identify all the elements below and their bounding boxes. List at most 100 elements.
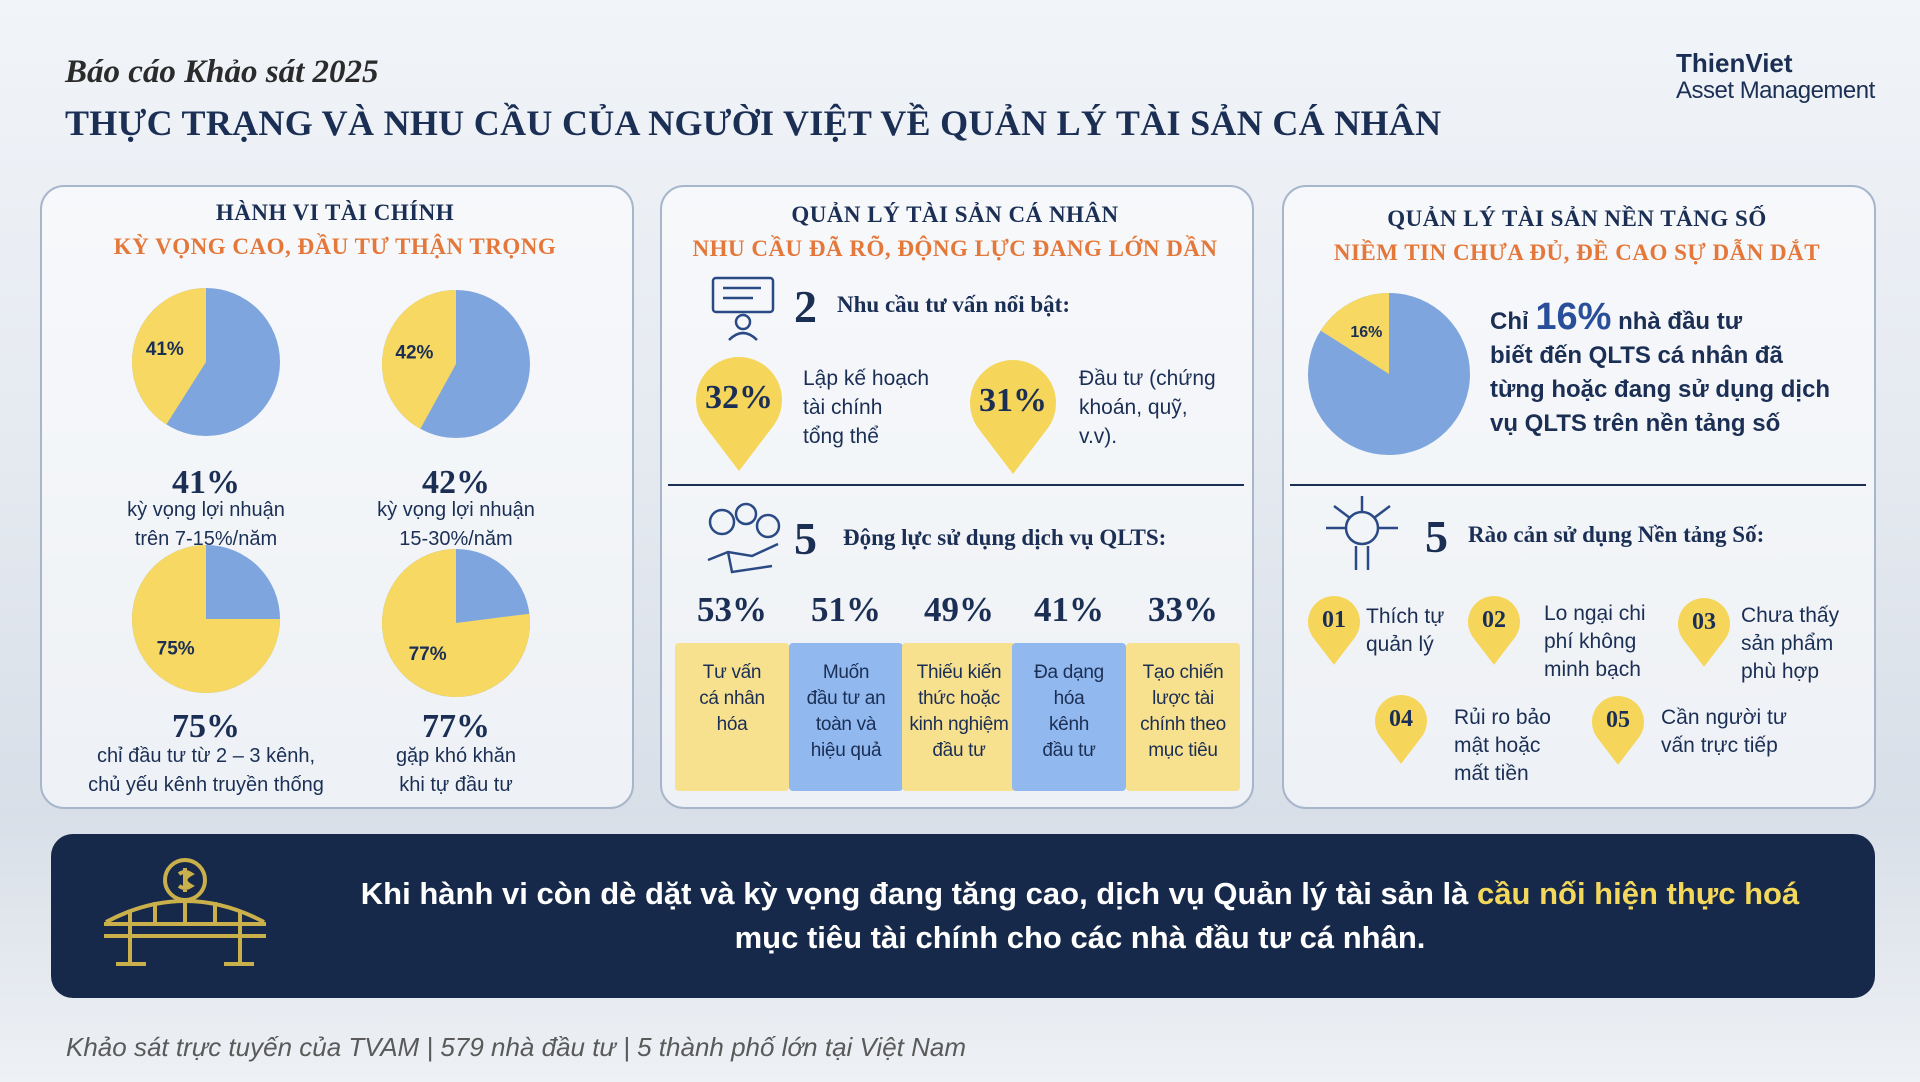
pin-shape [696, 357, 782, 471]
report-subtitle: Báo cáo Khảo sát 2025 [65, 54, 379, 90]
statement-value: 16% [1535, 296, 1612, 338]
statement: Chỉ 16% nhà đầu tư biết đến QLTS cá nhân… [1490, 298, 1860, 441]
driver-card [1126, 643, 1240, 791]
pie-slice [381, 290, 456, 429]
driver-text: Thiếu kiến thức hoặc kinh nghiệm đầu tư [909, 662, 1009, 761]
pin-marker [1678, 598, 1730, 667]
brand-line: Asset Management [1676, 77, 1875, 104]
pie-label: 16% [1350, 324, 1382, 341]
driver-text: Muốn đầu tư an toàn và hiệu quả [806, 662, 886, 761]
need-value: 31% [979, 381, 1047, 419]
pie-label: 75% [157, 638, 195, 659]
pie-slice [1320, 293, 1389, 374]
driver-text: Tư vấn cá nhân hóa [699, 662, 765, 735]
pie-chart: 77% [382, 549, 530, 697]
pie-value: 75% [172, 708, 240, 745]
barrier-number: 01 [1322, 607, 1346, 634]
pie-caption: chỉ đầu tư từ 2 – 3 kênh, chủ yếu kênh t… [88, 745, 324, 796]
pin-shape [1592, 696, 1644, 765]
pie-label: 41% [146, 339, 184, 360]
panel-title: QUẢN LÝ TÀI SẢN CÁ NHÂN [791, 202, 1119, 227]
pie-chart: 41% [131, 288, 280, 436]
advice-icon [711, 276, 775, 341]
driver-card [902, 643, 1016, 791]
barrier-icon [1326, 496, 1398, 570]
pie-chart: 42% [381, 290, 530, 438]
pin-marker [1468, 596, 1520, 665]
statement-end: nhà đầu tư biết đến QLTS cá nhân đã từng… [1490, 308, 1831, 437]
panel-subtitle: NHU CẦU ĐÃ RÕ, ĐỘNG LỰC ĐANG LỚN DẦN [692, 236, 1218, 261]
pie-slice [131, 288, 206, 425]
barrier-text: Chưa thấy sản phẩm phù hợp [1741, 604, 1840, 683]
pin-shape [970, 360, 1056, 474]
panel-behavior [40, 185, 634, 809]
barrier-number: 02 [1482, 607, 1506, 634]
driver-value: 53% [697, 590, 767, 629]
pie-caption: kỳ vọng lợi nhuận 15-30%/năm [377, 499, 535, 550]
barrier-text: Cần người tư vấn trực tiếp [1661, 706, 1787, 757]
divider [1290, 484, 1866, 486]
driver-text: Đa dạng hóa kênh đầu tư [1034, 662, 1104, 761]
banner [51, 834, 1875, 998]
section-heading: Rào cản sử dụng Nền tảng Số: [1468, 522, 1765, 547]
pin-shape [1375, 695, 1427, 764]
pin-marker [1592, 696, 1644, 765]
need-text: Lập kế hoạch tài chính tổng thể [803, 367, 930, 448]
bridge-icon [104, 858, 266, 966]
pie-value: 41% [172, 464, 240, 501]
driver-value: 33% [1148, 590, 1218, 629]
pie-slice [132, 545, 280, 693]
divider [668, 484, 1244, 486]
pin-shape [1308, 596, 1360, 665]
section-heading: Động lực sử dụng dịch vụ QLTS: [843, 525, 1167, 550]
pin-marker [696, 357, 782, 471]
section-count: 2 [794, 281, 817, 332]
panel-title: HÀNH VI TÀI CHÍNH [215, 200, 455, 225]
section-count: 5 [794, 513, 817, 564]
pie-label: 42% [395, 342, 433, 363]
pin-marker [1375, 695, 1427, 764]
pie-chart: 16% [1308, 293, 1470, 455]
pin-shape [1468, 596, 1520, 665]
driver-value: 51% [811, 590, 881, 629]
section-count: 5 [1425, 511, 1448, 562]
pin-shape [1678, 598, 1730, 667]
panel-title: QUẢN LÝ TÀI SẢN NỀN TẢNG SỐ [1387, 206, 1767, 231]
pie-value: 42% [422, 464, 490, 501]
panel-subtitle: NIỀM TIN CHƯA ĐỦ, ĐỀ CAO SỰ DẪN DẮT [1333, 240, 1821, 265]
section-heading: Nhu cầu tư vấn nổi bật: [837, 292, 1070, 317]
barrier-number: 04 [1389, 706, 1413, 733]
driver-card [675, 643, 789, 791]
pie-chart: 75% [132, 545, 280, 693]
barrier-text: Thích tự quản lý [1366, 605, 1445, 656]
banner-highlight: cầu nối hiện thực hoá [1477, 876, 1800, 911]
barrier-number: 03 [1692, 609, 1716, 636]
banner-start: Khi hành vi còn dè dặt và kỳ vọng đang t… [360, 876, 1469, 911]
brand-name: ThienViet [1676, 48, 1793, 78]
banner-text: Khi hành vi còn dè dặt và kỳ vọng đang t… [300, 872, 1860, 960]
barrier-text: Lo ngại chi phí không minh bạch [1544, 602, 1646, 681]
report-title: THỰC TRẠNG VÀ NHU CẦU CỦA NGƯỜI VIỆT VỀ … [65, 103, 1442, 143]
driver-value: 41% [1034, 590, 1104, 629]
pin-marker [970, 360, 1056, 474]
banner-end: mục tiêu tài chính cho các nhà đầu tư cá… [734, 920, 1426, 955]
panel-subtitle: KỲ VỌNG CAO, ĐẦU TƯ THẬN TRỌNG [113, 234, 557, 259]
pie-caption: gặp khó khăn khi tự đầu tư [395, 745, 517, 796]
need-value: 32% [705, 378, 773, 416]
barrier-number: 05 [1606, 707, 1630, 734]
pie-value: 77% [422, 708, 490, 745]
barrier-text: Rủi ro bảo mật hoặc mất tiền [1454, 706, 1551, 785]
pie-label: 77% [409, 644, 447, 665]
pin-marker [1308, 596, 1360, 665]
driver-value: 49% [924, 590, 994, 629]
driver-card [789, 643, 903, 791]
statement-start: Chỉ [1490, 308, 1529, 335]
driver-card [1012, 643, 1126, 791]
driver-text: Tạo chiến lược tài chính theo mục tiêu [1140, 662, 1226, 761]
pie-slice [382, 549, 530, 697]
need-text: Đầu tư (chứng khoán, quỹ, v.v). [1079, 367, 1216, 448]
motivation-icon [707, 502, 781, 574]
footer-note: Khảo sát trực tuyến của TVAM | 579 nhà đ… [66, 1032, 966, 1062]
pie-caption: kỳ vọng lợi nhuận trên 7-15%/năm [127, 499, 285, 550]
